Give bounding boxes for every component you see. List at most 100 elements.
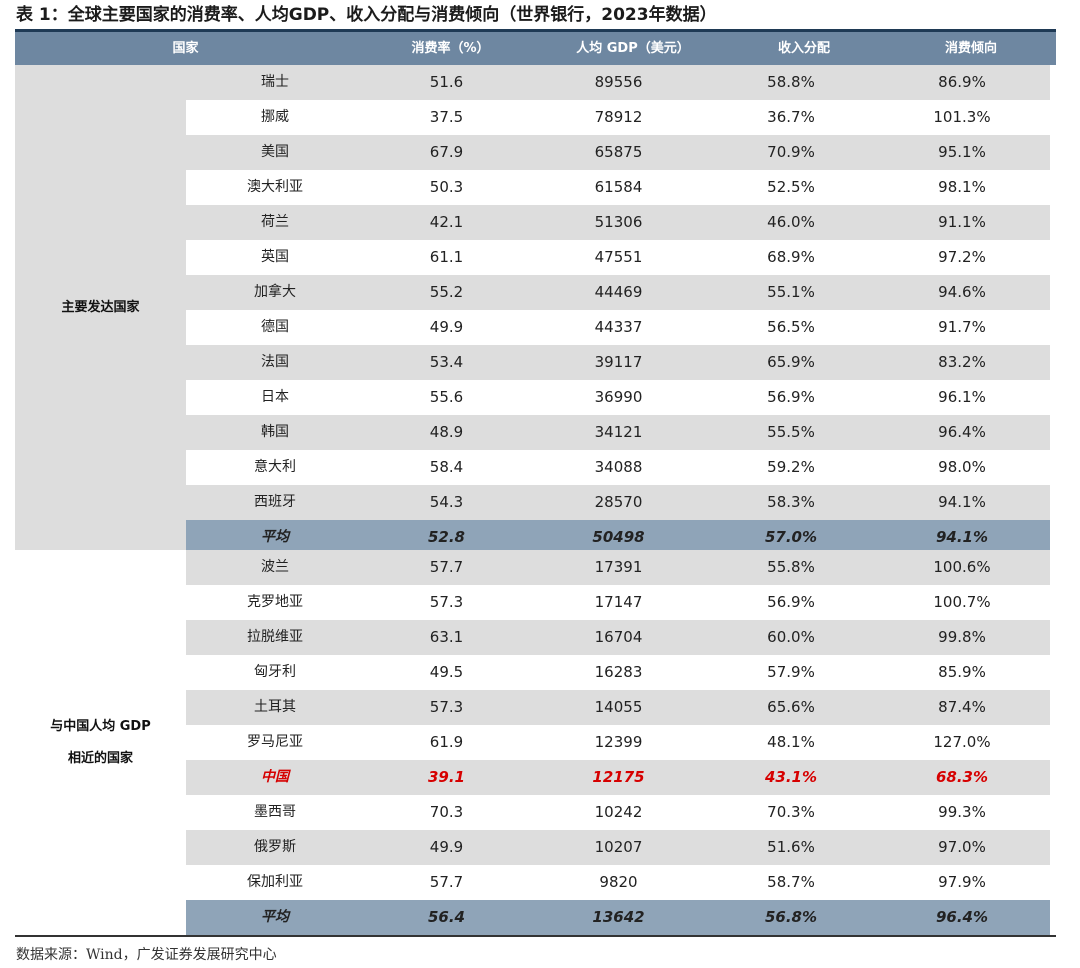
group-label-line: 相近的国家 <box>67 750 133 766</box>
table-row: 意大利 58.4 34088 59.2% 98.0% <box>186 450 1050 485</box>
cell-income-distribution: 59.2% <box>767 458 815 476</box>
cell-consumption-rate: 61.1 <box>429 248 464 266</box>
table-row: 保加利亚 57.7 9820 58.7% 97.9% <box>186 865 1050 900</box>
cell-country: 瑞士 <box>261 74 289 90</box>
table-row: 英国 61.1 47551 68.9% 97.2% <box>186 240 1050 275</box>
table-row: 波兰 57.7 17391 55.8% 100.6% <box>186 550 1050 585</box>
cell-country: 法国 <box>261 354 289 370</box>
cell-country: 加拿大 <box>254 284 296 300</box>
cell-country: 英国 <box>261 249 289 265</box>
cell-income-distribution: 55.8% <box>767 558 815 576</box>
cell-consumption-propensity: 95.1% <box>938 143 986 161</box>
cell-consumption-rate: 55.2 <box>429 283 464 301</box>
cell-gdp-per-capita: 89556 <box>594 73 643 91</box>
cell-gdp-per-capita: 17391 <box>594 558 643 576</box>
table-title: 表 1：全球主要国家的消费率、人均GDP、收入分配与消费倾向（世界银行，2023… <box>16 5 717 25</box>
cell-income-distribution: 58.7% <box>767 873 815 891</box>
cell-consumption-propensity: 127.0% <box>933 733 991 751</box>
cell-consumption-rate: 49.9 <box>429 838 464 856</box>
table-row: 墨西哥 70.3 10242 70.3% 99.3% <box>186 795 1050 830</box>
table-row: 挪威 37.5 78912 36.7% 101.3% <box>186 100 1050 135</box>
cell-country: 挪威 <box>261 109 289 125</box>
table-row: 法国 53.4 39117 65.9% 83.2% <box>186 345 1050 380</box>
cell-consumption-propensity: 99.3% <box>938 803 986 821</box>
table-top-rule <box>15 29 1056 32</box>
cell-income-distribution: 46.0% <box>767 213 815 231</box>
cell-consumption-propensity: 101.3% <box>933 108 991 126</box>
cell-consumption-rate: 57.3 <box>429 593 464 611</box>
cell-income-distribution: 56.9% <box>767 388 815 406</box>
cell-income-distribution: 58.3% <box>767 493 815 511</box>
header-consumption-rate: 消费率（%） <box>411 41 490 56</box>
cell-consumption-rate: 53.4 <box>429 353 464 371</box>
table-row: 美国 67.9 65875 70.9% 95.1% <box>186 135 1050 170</box>
cell-country: 日本 <box>261 389 289 405</box>
cell-country: 美国 <box>261 144 289 160</box>
cell-consumption-propensity: 97.9% <box>938 873 986 891</box>
cell-country: 土耳其 <box>254 699 296 715</box>
cell-consumption-rate: 57.7 <box>429 558 464 576</box>
table-row: 德国 49.9 44337 56.5% 91.7% <box>186 310 1050 345</box>
cell-gdp-per-capita: 12175 <box>592 768 645 786</box>
table-row: 克罗地亚 57.3 17147 56.9% 100.7% <box>186 585 1050 620</box>
cell-consumption-propensity: 86.9% <box>938 73 986 91</box>
cell-gdp-per-capita: 51306 <box>594 213 643 231</box>
cell-country: 平均 <box>261 529 289 545</box>
cell-consumption-rate: 61.9 <box>429 733 464 751</box>
cell-consumption-propensity: 98.1% <box>938 178 986 196</box>
cell-country: 韩国 <box>261 424 289 440</box>
cell-consumption-propensity: 97.0% <box>938 838 986 856</box>
cell-consumption-rate: 55.6 <box>429 388 464 406</box>
cell-gdp-per-capita: 12399 <box>594 733 643 751</box>
cell-consumption-rate: 37.5 <box>429 108 464 126</box>
header-gdp-per-capita: 人均 GDP（美元） <box>576 41 690 56</box>
table-row: 西班牙 54.3 28570 58.3% 94.1% <box>186 485 1050 520</box>
cell-income-distribution: 56.9% <box>767 593 815 611</box>
cell-consumption-propensity: 83.2% <box>938 353 986 371</box>
group-label-developed: 主要发达国家 <box>15 65 186 550</box>
cell-gdp-per-capita: 44337 <box>594 318 643 336</box>
cell-consumption-rate: 57.3 <box>429 698 464 716</box>
cell-consumption-propensity: 91.7% <box>938 318 986 336</box>
cell-country: 拉脱维亚 <box>247 629 303 645</box>
cell-gdp-per-capita: 65875 <box>594 143 643 161</box>
cell-consumption-propensity: 100.6% <box>933 558 991 576</box>
table-header: 国家 消费率（%） 人均 GDP（美元） 收入分配 消费倾向 <box>15 32 1056 65</box>
cell-gdp-per-capita: 47551 <box>594 248 643 266</box>
cell-gdp-per-capita: 39117 <box>594 353 643 371</box>
cell-consumption-propensity: 96.1% <box>938 388 986 406</box>
average-row: 平均 52.8 50498 57.0% 94.1% <box>186 520 1050 555</box>
cell-consumption-rate: 49.5 <box>429 663 464 681</box>
cell-country: 荷兰 <box>261 214 289 230</box>
cell-consumption-propensity: 91.1% <box>938 213 986 231</box>
cell-income-distribution: 68.9% <box>767 248 815 266</box>
cell-income-distribution: 57.9% <box>767 663 815 681</box>
cell-consumption-propensity: 94.6% <box>938 283 986 301</box>
cell-gdp-per-capita: 34088 <box>594 458 643 476</box>
group-label-similar-gdp: 与中国人均 GDP 相近的国家 <box>15 550 186 935</box>
cell-income-distribution: 56.5% <box>767 318 815 336</box>
group-label-line: 与中国人均 GDP <box>50 718 151 734</box>
cell-country: 克罗地亚 <box>247 594 303 610</box>
table-row: 加拿大 55.2 44469 55.1% 94.6% <box>186 275 1050 310</box>
cell-country: 西班牙 <box>254 494 296 510</box>
header-country: 国家 <box>172 41 199 56</box>
cell-gdp-per-capita: 28570 <box>594 493 643 511</box>
cell-gdp-per-capita: 16704 <box>594 628 643 646</box>
header-consumption-propensity: 消费倾向 <box>944 41 997 56</box>
cell-country: 俄罗斯 <box>254 839 296 855</box>
cell-consumption-rate: 70.3 <box>429 803 464 821</box>
cell-income-distribution: 52.5% <box>767 178 815 196</box>
cell-consumption-rate: 42.1 <box>429 213 464 231</box>
table-row-highlighted: 中国 39.1 12175 43.1% 68.3% <box>186 760 1050 795</box>
table-row: 土耳其 57.3 14055 65.6% 87.4% <box>186 690 1050 725</box>
cell-consumption-propensity: 68.3% <box>935 768 989 786</box>
cell-consumption-propensity: 98.0% <box>938 458 986 476</box>
cell-consumption-propensity: 94.1% <box>935 528 989 546</box>
cell-gdp-per-capita: 10242 <box>594 803 643 821</box>
cell-gdp-per-capita: 13642 <box>592 908 645 926</box>
source-note: 数据来源：Wind，广发证券发展研究中心 <box>16 947 277 963</box>
cell-consumption-rate: 63.1 <box>429 628 464 646</box>
table-row: 匈牙利 49.5 16283 57.9% 85.9% <box>186 655 1050 690</box>
cell-income-distribution: 60.0% <box>767 628 815 646</box>
